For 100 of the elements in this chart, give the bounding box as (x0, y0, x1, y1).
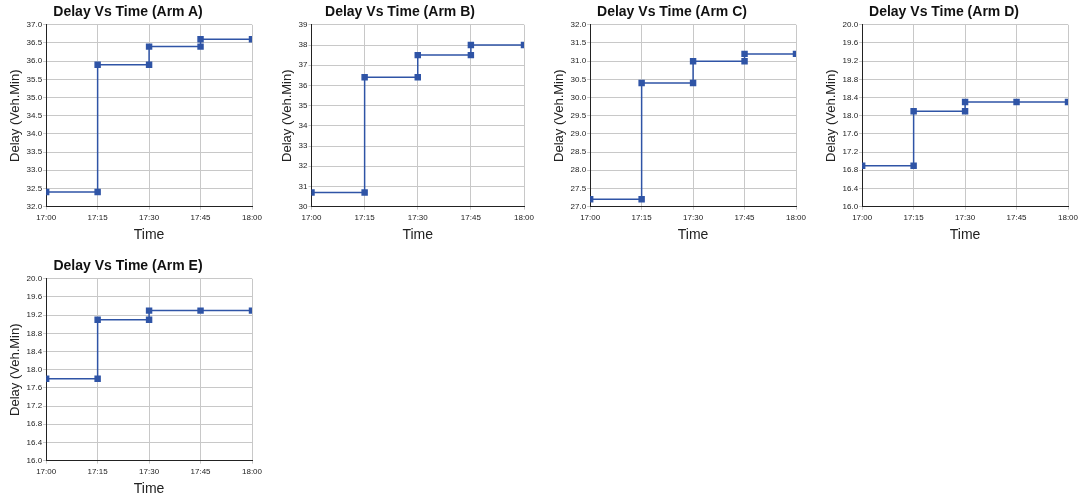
y-tick-label: 18.8 (842, 74, 859, 84)
x-axis-title: Time (677, 226, 709, 243)
y-tick-label: 31 (298, 181, 309, 191)
y-tick-label: 19.2 (26, 310, 43, 320)
point (638, 196, 645, 203)
point (467, 41, 475, 49)
chart-title: Delay Vs Time (Arm A) (53, 3, 203, 20)
x-tick-label: 17:15 (903, 212, 925, 222)
y-tick-label: 16.4 (26, 437, 43, 447)
point (741, 57, 748, 65)
y-tick-label: 18.4 (842, 92, 859, 102)
y-tick-label: 33 (298, 141, 309, 151)
y-tick-label: 31.0 (570, 56, 587, 66)
point (638, 79, 645, 87)
x-tick-label: 17:15 (87, 212, 109, 222)
x-tick-label: 17:45 (734, 212, 756, 222)
y-tick-label: 29.0 (570, 129, 587, 139)
y-axis-title: Delay (Veh.Min) (823, 69, 839, 162)
y-tick-label: 20.0 (842, 20, 859, 29)
y-tick-label: 36.0 (26, 56, 43, 66)
point (94, 61, 101, 69)
point (467, 51, 475, 59)
y-tick-label: 17.6 (842, 129, 859, 139)
y-axis-title: Delay (Veh.Min) (279, 69, 295, 162)
y-tick-label: 30.0 (570, 92, 587, 102)
y-tick-label: 28.0 (570, 165, 587, 175)
y-tick-label: 31.5 (570, 38, 587, 48)
point (197, 307, 204, 314)
point (1013, 98, 1020, 106)
x-tick-label: 17:15 (354, 212, 376, 222)
point (94, 375, 101, 383)
point (689, 79, 697, 87)
x-tick-label: 17:45 (460, 212, 482, 222)
y-tick-label: 39 (298, 20, 309, 29)
x-axis-title: Time (949, 226, 981, 243)
chart-title: Delay Vs Time (Arm E) (53, 257, 203, 274)
y-tick-label: 19.6 (26, 292, 43, 302)
point (910, 162, 917, 169)
x-tick-label: 17:30 (683, 212, 704, 222)
y-tick-label: 34.0 (26, 129, 43, 139)
x-tick-label: 17:00 (36, 212, 57, 222)
chart-title: Delay Vs Time (Arm D) (869, 3, 1019, 20)
y-tick-label: 18.4 (26, 346, 43, 356)
point (145, 307, 153, 314)
y-tick-label: 38 (298, 40, 309, 50)
y-tick-label: 32.5 (26, 183, 43, 193)
y-tick-label: 16.4 (842, 183, 859, 193)
point (961, 98, 969, 106)
x-tick-label: 18:00 (241, 212, 263, 222)
x-tick-label: 18:00 (513, 212, 535, 222)
y-tick-label: 37.0 (26, 20, 43, 29)
y-tick-label: 36.5 (26, 38, 43, 48)
y-tick-label: 30 (298, 201, 309, 211)
x-tick-label: 17:30 (139, 466, 160, 476)
x-tick-label: 17:00 (36, 466, 57, 476)
y-tick-label: 29.5 (570, 110, 587, 120)
y-tick-label: 18.8 (26, 328, 43, 338)
point (145, 61, 153, 69)
x-axis-title: Time (133, 226, 165, 243)
y-tick-label: 16.8 (26, 419, 43, 429)
x-axis-title: Time (133, 480, 165, 497)
y-tick-label: 34.5 (26, 110, 43, 120)
y-tick-label: 34 (298, 121, 309, 130)
x-tick-label: 17:15 (631, 212, 653, 222)
y-tick-label: 33.0 (26, 165, 43, 175)
x-tick-label: 17:45 (1006, 212, 1028, 222)
y-tick-label: 30.5 (570, 74, 587, 84)
y-tick-label: 37 (298, 60, 309, 70)
x-tick-label: 17:45 (190, 466, 212, 476)
y-tick-label: 27.0 (570, 201, 587, 211)
point (910, 107, 917, 115)
point (94, 188, 101, 196)
x-tick-label: 17:00 (301, 212, 323, 222)
y-tick-label: 19.6 (842, 38, 859, 48)
point (414, 51, 421, 59)
y-tick-label: 16.0 (26, 455, 43, 465)
y-tick-label: 32.0 (26, 201, 43, 211)
x-tick-label: 17:30 (407, 212, 429, 222)
point (361, 189, 368, 196)
x-tick-label: 17:45 (190, 212, 212, 222)
y-tick-label: 32 (298, 161, 309, 171)
y-tick-label: 18.0 (26, 364, 43, 374)
y-tick-label: 28.5 (570, 147, 587, 157)
point (414, 74, 421, 81)
y-tick-label: 16.8 (842, 165, 859, 175)
chart-title: Delay Vs Time (Arm B) (325, 3, 475, 20)
point (145, 43, 153, 50)
y-tick-label: 35.0 (26, 92, 43, 102)
x-tick-label: 18:00 (1057, 212, 1079, 222)
y-axis-title: Delay (Veh.Min) (7, 323, 23, 416)
x-axis-title: Time (402, 226, 434, 243)
y-tick-label: 20.0 (26, 274, 43, 283)
point (197, 43, 204, 50)
x-tick-label: 17:30 (139, 212, 160, 222)
point (197, 36, 204, 43)
x-tick-label: 17:15 (87, 466, 109, 476)
y-tick-label: 19.2 (842, 56, 859, 66)
point (145, 316, 153, 323)
y-tick-label: 33.5 (26, 147, 43, 157)
y-tick-label: 17.2 (26, 401, 43, 411)
